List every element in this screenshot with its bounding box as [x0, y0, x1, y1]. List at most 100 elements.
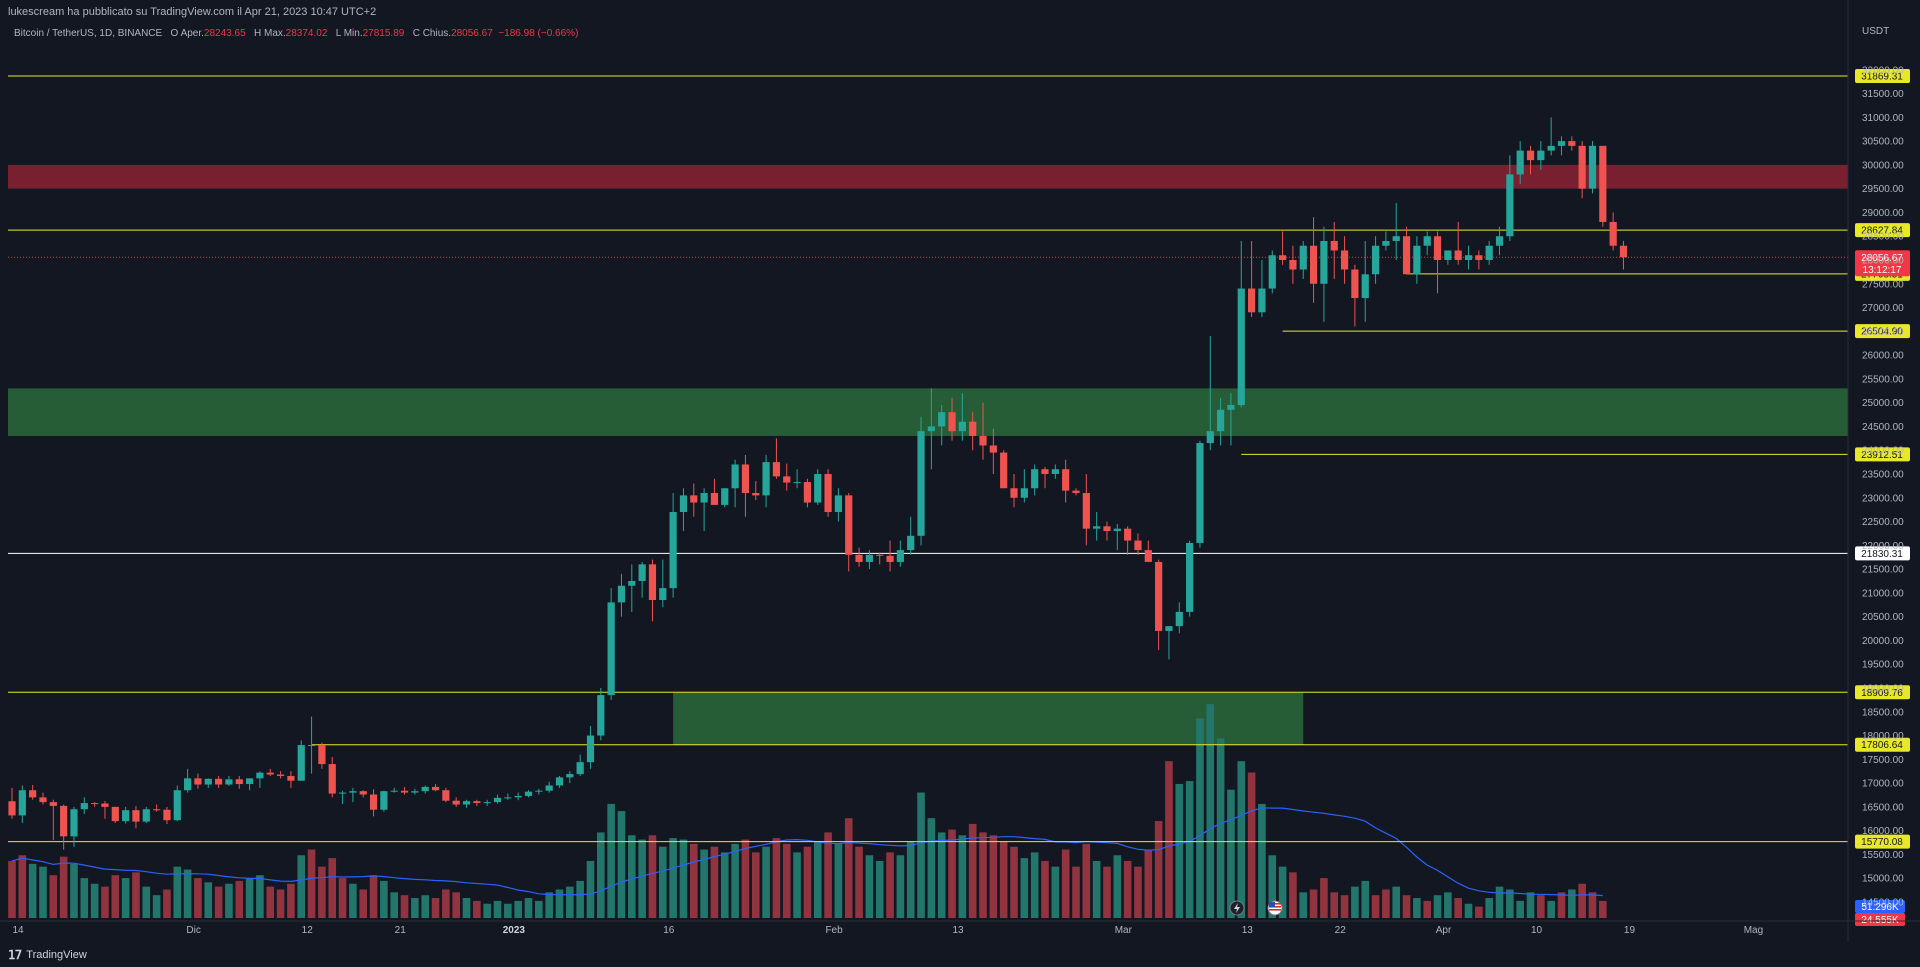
volume-bar [514, 900, 522, 918]
candle-body [927, 426, 935, 432]
candle-body [91, 803, 99, 805]
candle-body [400, 790, 409, 793]
candle-body [1258, 288, 1266, 313]
candle-body [1072, 490, 1080, 494]
candle-body [1217, 409, 1225, 432]
candle-body [1237, 288, 1245, 406]
candle-body [617, 585, 626, 603]
candle-body [204, 778, 212, 785]
price-tick-label: 25000.00 [1862, 398, 1904, 409]
currency-label: USDT [1862, 26, 1889, 37]
candle-body [1196, 443, 1204, 543]
volume-bar [535, 900, 543, 918]
candle-body [359, 791, 367, 795]
candle-body [969, 421, 977, 436]
volume-bar [442, 889, 450, 918]
price-tick-label: 14500.00 [1862, 897, 1904, 908]
candle-body [153, 809, 161, 811]
candle-body [1248, 288, 1256, 313]
price-tick-label: 18500.00 [1862, 707, 1904, 718]
volume-bar [1082, 843, 1091, 918]
level-price-tag [1855, 546, 1910, 561]
candle-body [421, 786, 429, 792]
price-tick-label: 21000.00 [1862, 588, 1904, 599]
event-icons [1229, 900, 1283, 916]
volume-bar [1020, 858, 1029, 918]
candle-body [1113, 528, 1121, 532]
volume-bar [813, 840, 822, 918]
candle-body [349, 791, 357, 793]
volume-bar [1392, 886, 1401, 918]
candle-body [504, 797, 512, 799]
candle-body [793, 482, 801, 484]
volume-bar [163, 889, 171, 918]
us-flag-icon[interactable] [1267, 900, 1283, 916]
volume-bar [607, 803, 615, 918]
volume-bar [731, 843, 739, 918]
price-tick-label: 29500.00 [1862, 184, 1904, 195]
volume-bar [1154, 821, 1163, 918]
candle-body [1423, 236, 1431, 246]
volume-bar [1433, 895, 1442, 918]
volume-bar [1454, 898, 1462, 918]
price-tick-label: 26000.00 [1862, 351, 1904, 362]
candle-body [886, 555, 894, 562]
volume-bar [793, 852, 801, 918]
tradingview-logo[interactable]: 𝟣𝟩 TradingView [8, 948, 87, 962]
candle-body [462, 801, 471, 805]
candle-body [411, 791, 419, 793]
volume-bar [597, 832, 605, 918]
candle-body [1330, 240, 1338, 251]
volume-bar [297, 855, 306, 918]
volume-bar [865, 855, 874, 918]
time-axis[interactable]: 14 Dic 12 21 2023 16 Feb 13 Mar 13 22 Apr 10 19 Mag [0, 920, 1920, 936]
level-price-tag [1855, 223, 1910, 238]
time-tick-label: 14 [12, 925, 24, 936]
volume-bar [493, 900, 502, 918]
candle-body [173, 790, 181, 821]
volume-bar [80, 878, 89, 918]
volume-bar [999, 840, 1008, 918]
volume-bar [59, 856, 68, 918]
time-tick-label: 10 [1531, 925, 1543, 936]
candle-body [1361, 274, 1369, 299]
candle-body [8, 801, 16, 816]
volume-bar [968, 823, 977, 918]
volume-bar [328, 858, 337, 918]
volume-bar [617, 811, 626, 918]
volume-bar [906, 840, 915, 918]
candle-body [896, 550, 904, 562]
candle-body [1155, 561, 1163, 631]
candle-body [783, 476, 791, 483]
volume-bar [1485, 898, 1493, 918]
volume-bar [1278, 866, 1287, 918]
candle-body [741, 464, 750, 494]
price-tick-label: 22000.00 [1862, 541, 1904, 552]
volume-bar [679, 839, 688, 918]
lightning-icon[interactable] [1229, 900, 1245, 916]
candle-body [958, 421, 966, 432]
candle-body [194, 778, 202, 785]
volume-bar [1227, 789, 1235, 918]
candle-body [1475, 255, 1483, 260]
volume-bar [751, 852, 760, 918]
candle-body [369, 794, 378, 810]
candle-body [679, 495, 688, 513]
volume-bar [1320, 878, 1328, 918]
price-tick-label: 29000.00 [1862, 208, 1904, 219]
volume-bar [1382, 889, 1390, 918]
price-tick-label: 24500.00 [1862, 422, 1904, 433]
candle-body [1506, 174, 1514, 237]
candle-body [111, 806, 119, 822]
volume-bar [586, 860, 595, 918]
symbol-label: Bitcoin / TetherUS, 1D, BINANCE [14, 28, 163, 39]
level-price-tag [1855, 737, 1910, 752]
level-price-tag [1855, 447, 1910, 462]
candle-body [1547, 145, 1555, 151]
volume-bar [917, 792, 925, 918]
candle-body [1526, 150, 1535, 161]
candle-body [1062, 469, 1070, 491]
price-axis[interactable]: USDT 14500.00 15000.00 15500.00 16000.00 165… [1847, 0, 1904, 942]
candle-body [762, 462, 770, 496]
